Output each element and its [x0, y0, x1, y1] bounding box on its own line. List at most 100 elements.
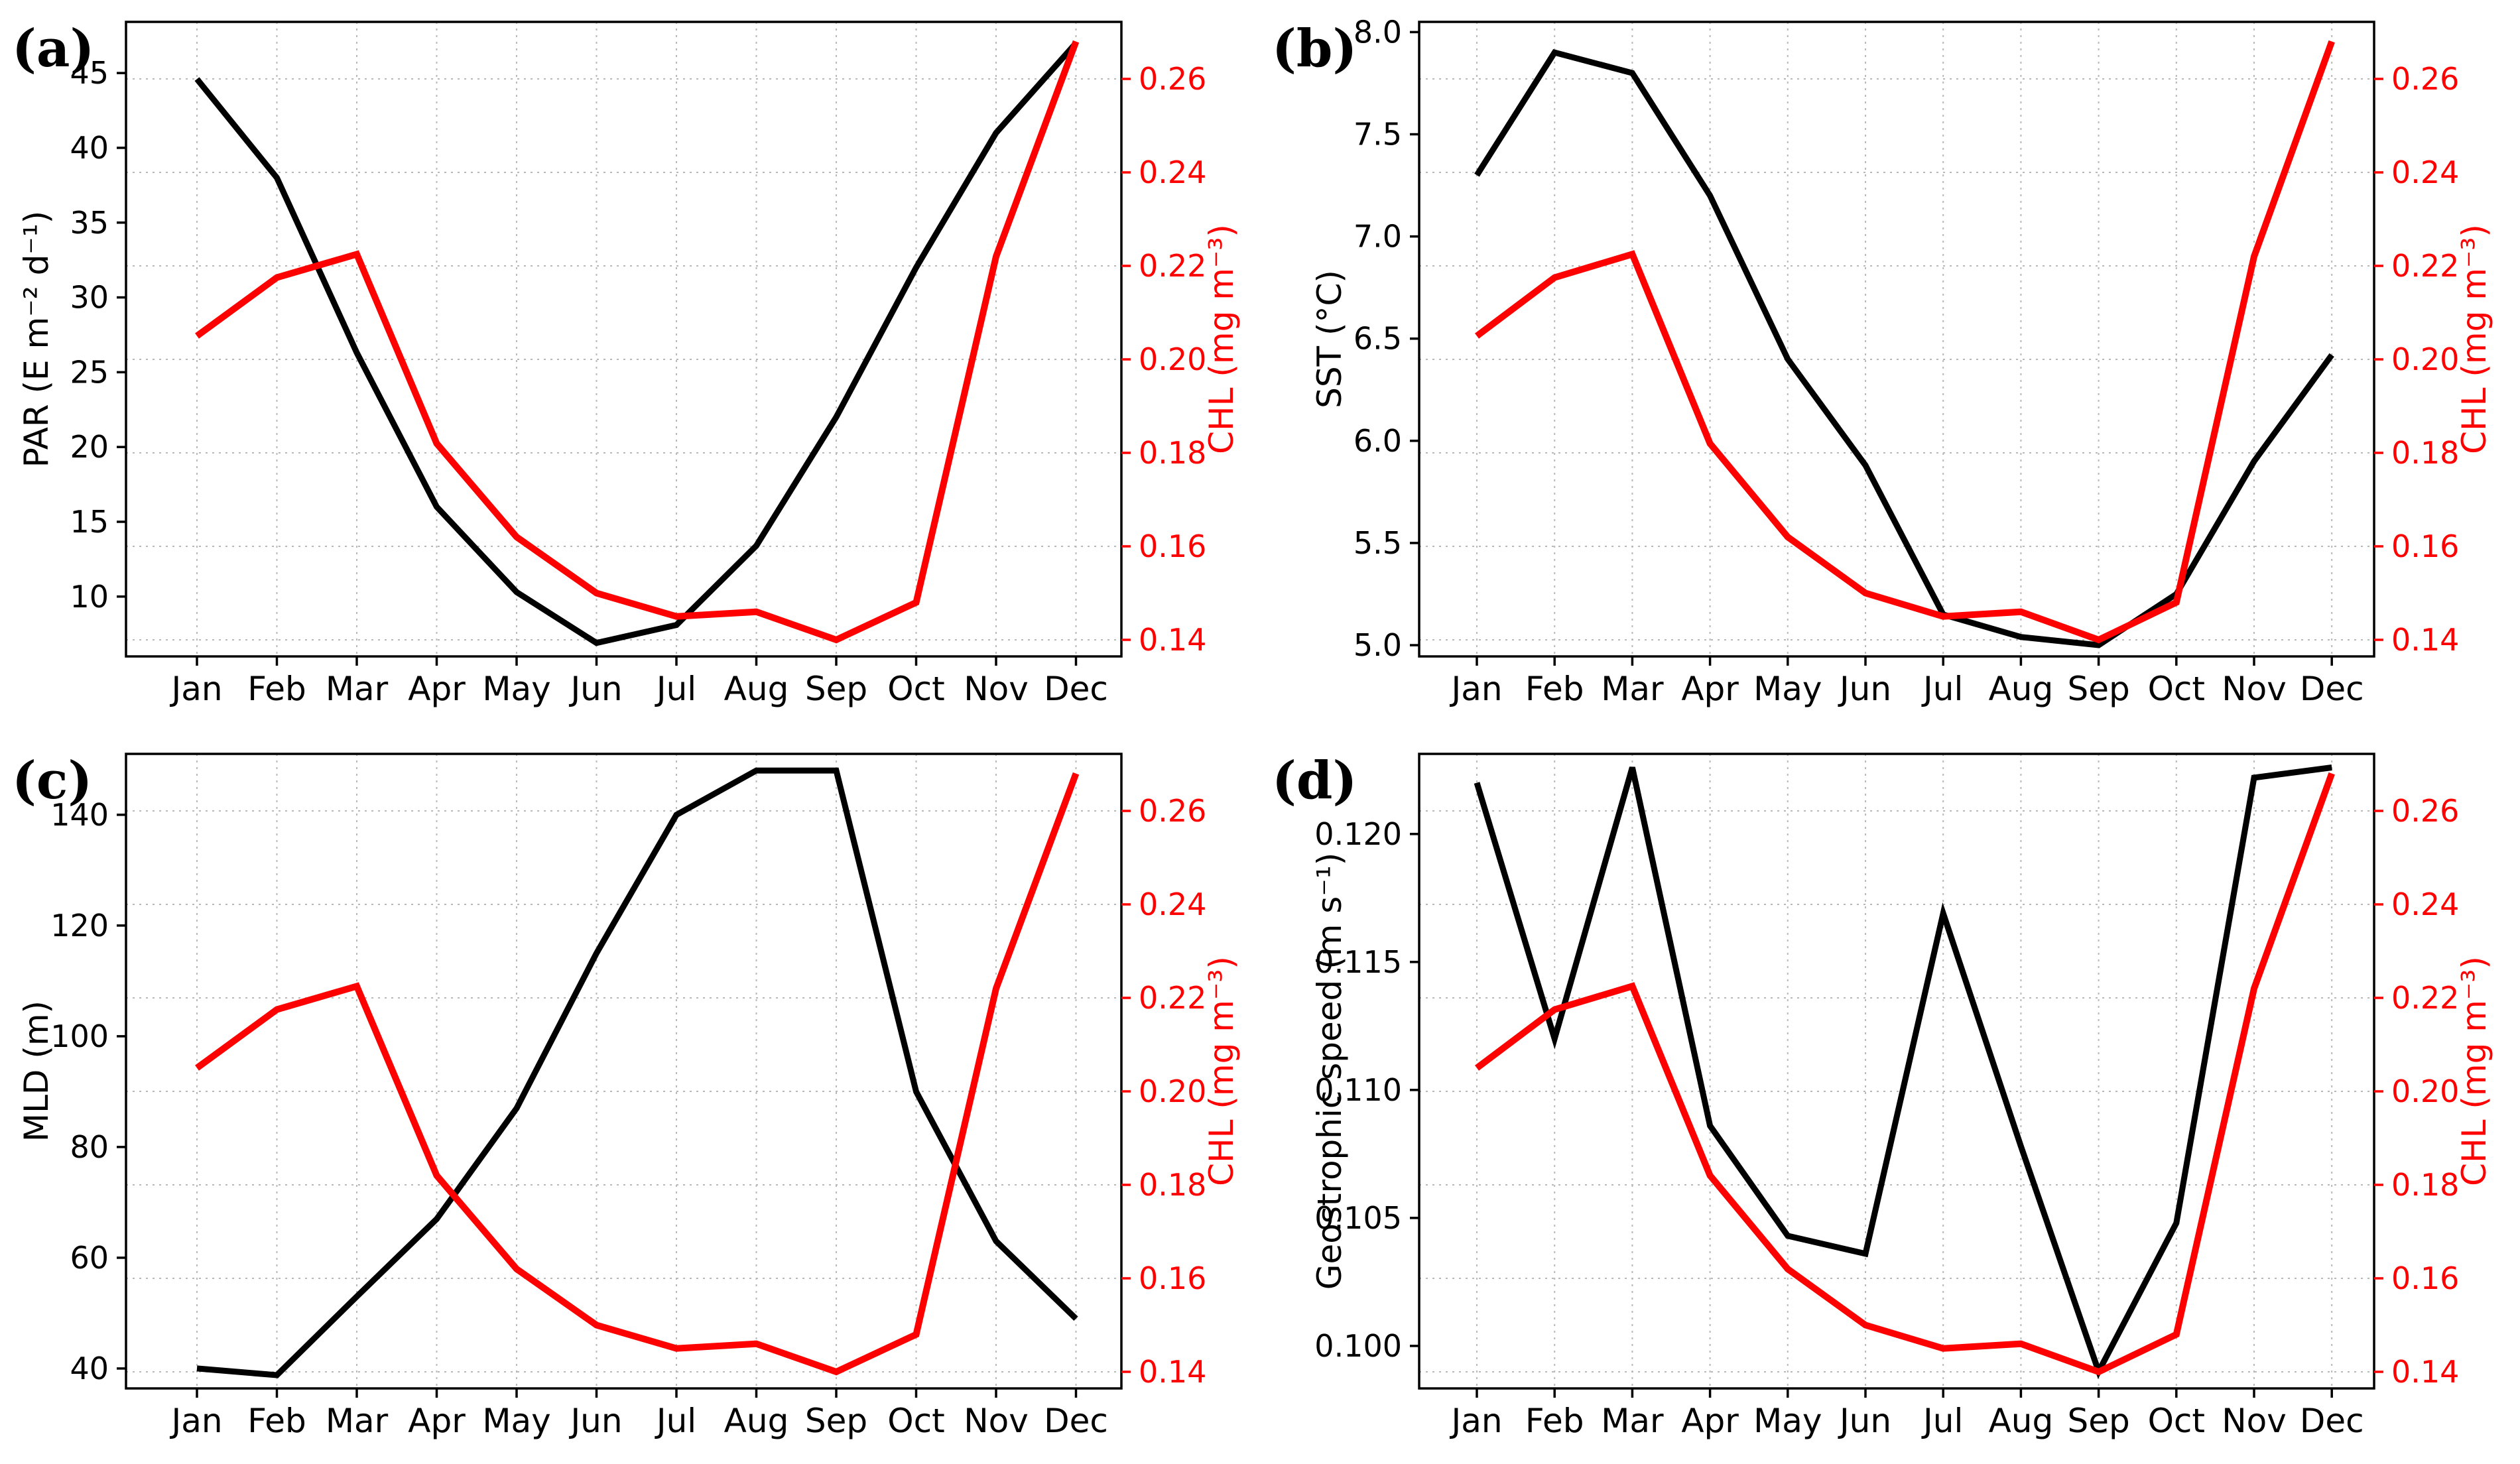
panel-a-chl-axis-title: CHL (mg m⁻³) [1202, 224, 1241, 454]
panel-c-x-axis-ticks: Jan Feb Mar Apr May Jun Jul Aug Sep Oct Nov Dec [169, 1388, 1108, 1440]
panel-d-chl-tick-label: 0.26 [2391, 793, 2459, 829]
panel-d-chl-tick-label: 0.20 [2391, 1073, 2459, 1109]
panel-c-chl-tick-label: 0.16 [1139, 1260, 1206, 1296]
panel-a-left-tick-label: 20 [70, 429, 109, 465]
panel-a-primary-line [194, 41, 1078, 646]
panel-d-chl-axis-ticks: 0.14 0.16 0.18 0.20 0.22 0.24 0.26 [2374, 793, 2459, 1390]
panel-b-left-tick-label: 6.5 [1354, 321, 1402, 357]
panel-b-left-tick-label: 7.0 [1354, 219, 1402, 255]
panel-b-left-axis-ticks: 5.0 5.5 6.0 6.5 7.0 7.5 8.0 [1354, 14, 1419, 663]
panel-a-month-label: Nov [964, 670, 1029, 708]
panel-c-left-tick-label: 80 [70, 1129, 109, 1165]
panel-b-gridlines [1419, 22, 2374, 656]
panel-a-month-label: Sep [805, 670, 867, 708]
panel-b-month-label: May [1753, 670, 1822, 708]
panel-b-plot-border [1418, 21, 2375, 658]
panel-d-month-label: Jan [1449, 1402, 1502, 1440]
panel-a-chl-tick-label: 0.20 [1139, 341, 1206, 377]
panel-c-month-label: Jun [568, 1402, 622, 1440]
panel-c-chl-tick-label: 0.26 [1139, 793, 1206, 829]
panel-b-left-tick-label: 8.0 [1354, 14, 1402, 50]
panel-a-month-label: Jun [568, 670, 622, 708]
panel-a-chl-line [195, 40, 1080, 644]
panel-a-chart: 10 15 20 25 30 35 40 45 0.14 0.16 0.18 0.20 0.22 0.24… [12, 19, 1241, 708]
panel-d-chl-tick-label: 0.22 [2391, 980, 2459, 1016]
panel-c-primary-line [196, 767, 1078, 1378]
panel-c-plot-border [125, 753, 1123, 1390]
panel-c-month-label: Apr [408, 1402, 466, 1440]
panel-c-month-label: Dec [1044, 1402, 1108, 1440]
panel-b-chl-tick-label: 0.18 [2391, 435, 2459, 471]
panel-b-left-tick-label: 7.5 [1354, 117, 1402, 152]
panel-d-month-label: Jul [1921, 1402, 1963, 1440]
panel-b-month-label: Sep [2067, 670, 2129, 708]
panel-b-month-label: Dec [2300, 670, 2364, 708]
panel-a-chl-tick-label: 0.24 [1139, 154, 1206, 190]
panel-b-month-label: Aug [1989, 670, 2054, 708]
panel-d-chl-axis-title: CHL (mg m⁻³) [2455, 956, 2493, 1186]
panel-c-chl-tick-label: 0.24 [1139, 886, 1206, 922]
panel-d-y-axis-title: Geostrophic speed (m s⁻¹) [1310, 853, 1349, 1290]
panel-d-left-tick-label: 0.105 [1314, 1200, 1402, 1236]
panel-d-left-tick-label: 0.120 [1314, 816, 1402, 852]
panel-c-left-axis-ticks: 40 60 80 100 120 140 [50, 797, 126, 1386]
panel-a-chl-axis-ticks: 0.14 0.16 0.18 0.20 0.22 0.24 0.26 [1121, 61, 1206, 658]
panel-d-chl-line [1474, 772, 2335, 1376]
panel-a-month-label: Aug [724, 670, 789, 708]
panel-d-chl-tick-label: 0.18 [2391, 1167, 2459, 1203]
panel-a-left-axis-ticks: 10 15 20 25 30 35 40 45 [70, 55, 126, 615]
panel-c-chl-tick-label: 0.14 [1139, 1354, 1206, 1390]
panel-b-letter: (b) [1272, 19, 1357, 79]
panel-b-month-label: Mar [1601, 670, 1664, 708]
panel-d-month-label: Nov [2222, 1402, 2287, 1440]
panel-a-chl-tick-label: 0.18 [1139, 435, 1206, 471]
panel-c-month-label: Sep [805, 1402, 867, 1440]
panel-c-chl-axis-ticks: 0.14 0.16 0.18 0.20 0.22 0.24 0.26 [1121, 793, 1206, 1390]
panel-a-left-tick-label: 40 [70, 130, 109, 166]
panel-a-month-label: Dec [1044, 670, 1108, 708]
panel-b-y-axis-title: SST (°C) [1310, 270, 1349, 408]
panel-d-month-label: Aug [1989, 1402, 2054, 1440]
panel-c-month-label: Oct [887, 1402, 944, 1440]
panel-c-left-tick-label: 120 [50, 908, 109, 944]
panel-d-primary-line [1474, 764, 2332, 1379]
panel-d-letter: (d) [1272, 751, 1357, 811]
panel-c-chl-tick-label: 0.22 [1139, 980, 1206, 1016]
panel-a-left-tick-label: 35 [70, 205, 109, 241]
panel-a-chl-tick-label: 0.14 [1139, 622, 1206, 658]
panel-c-chl-tick-label: 0.18 [1139, 1167, 1206, 1203]
panel-d-month-label: Oct [2148, 1402, 2205, 1440]
panel-d-chl-tick-label: 0.16 [2391, 1260, 2459, 1296]
panel-a-left-tick-label: 10 [70, 579, 109, 615]
panel-c-month-label: Jan [169, 1402, 222, 1440]
panel-b-chl-tick-label: 0.26 [2391, 61, 2459, 97]
panel-b-chl-tick-label: 0.20 [2391, 341, 2459, 377]
panel-c-y-axis-title: MLD (m) [17, 1001, 56, 1142]
panel-c-chart: 4060801001201400.140.160.180.200.220.240… [12, 751, 1241, 1440]
panel-a-month-label: Jul [655, 670, 696, 708]
panel-d-month-label: Sep [2067, 1402, 2129, 1440]
panel-a-month-label: May [482, 670, 550, 708]
panel-d-month-label: Mar [1601, 1402, 1664, 1440]
panel-a-gridlines [126, 22, 1121, 656]
panel-c-month-label: Jul [655, 1402, 696, 1440]
panel-d-chl-tick-label: 0.14 [2391, 1354, 2459, 1390]
panel-d-x-axis-ticks: Jan Feb Mar Apr May Jun Jul Aug Sep Oct Nov Dec [1449, 1388, 2364, 1440]
panel-c-left-tick-label: 60 [70, 1240, 109, 1276]
panel-a-month-label: Oct [887, 670, 944, 708]
panel-b-left-tick-label: 5.5 [1354, 525, 1402, 561]
panel-b-month-label: Feb [1525, 670, 1584, 708]
panel-a-x-axis-ticks: Jan Feb Mar Apr May Jun Jul Aug Sep Oct Nov Dec [169, 656, 1108, 708]
panel-d-month-label: May [1753, 1402, 1822, 1440]
panel-b-chart: 5.0 5.5 6.0 6.5 7.0 7.5 8.0 0.14 0.16 0.18 0.20 0.2… [1272, 14, 2493, 708]
panel-b-left-tick-label: 5.0 [1354, 627, 1402, 663]
panel-d-left-tick-label: 0.110 [1314, 1072, 1402, 1108]
panel-d-left-tick-label: 0.115 [1314, 944, 1402, 980]
panel-c-left-tick-label: 140 [50, 797, 109, 833]
panel-a-month-label: Jan [169, 670, 222, 708]
panel-b-chl-tick-label: 0.24 [2391, 154, 2459, 190]
panel-c-month-label: Mar [326, 1402, 389, 1440]
panel-c-left-tick-label: 40 [70, 1351, 109, 1386]
panel-a-month-label: Apr [408, 670, 466, 708]
panel-b-x-axis-ticks: Jan Feb Mar Apr May Jun Jul Aug Sep Oct Nov Dec [1449, 656, 2364, 708]
